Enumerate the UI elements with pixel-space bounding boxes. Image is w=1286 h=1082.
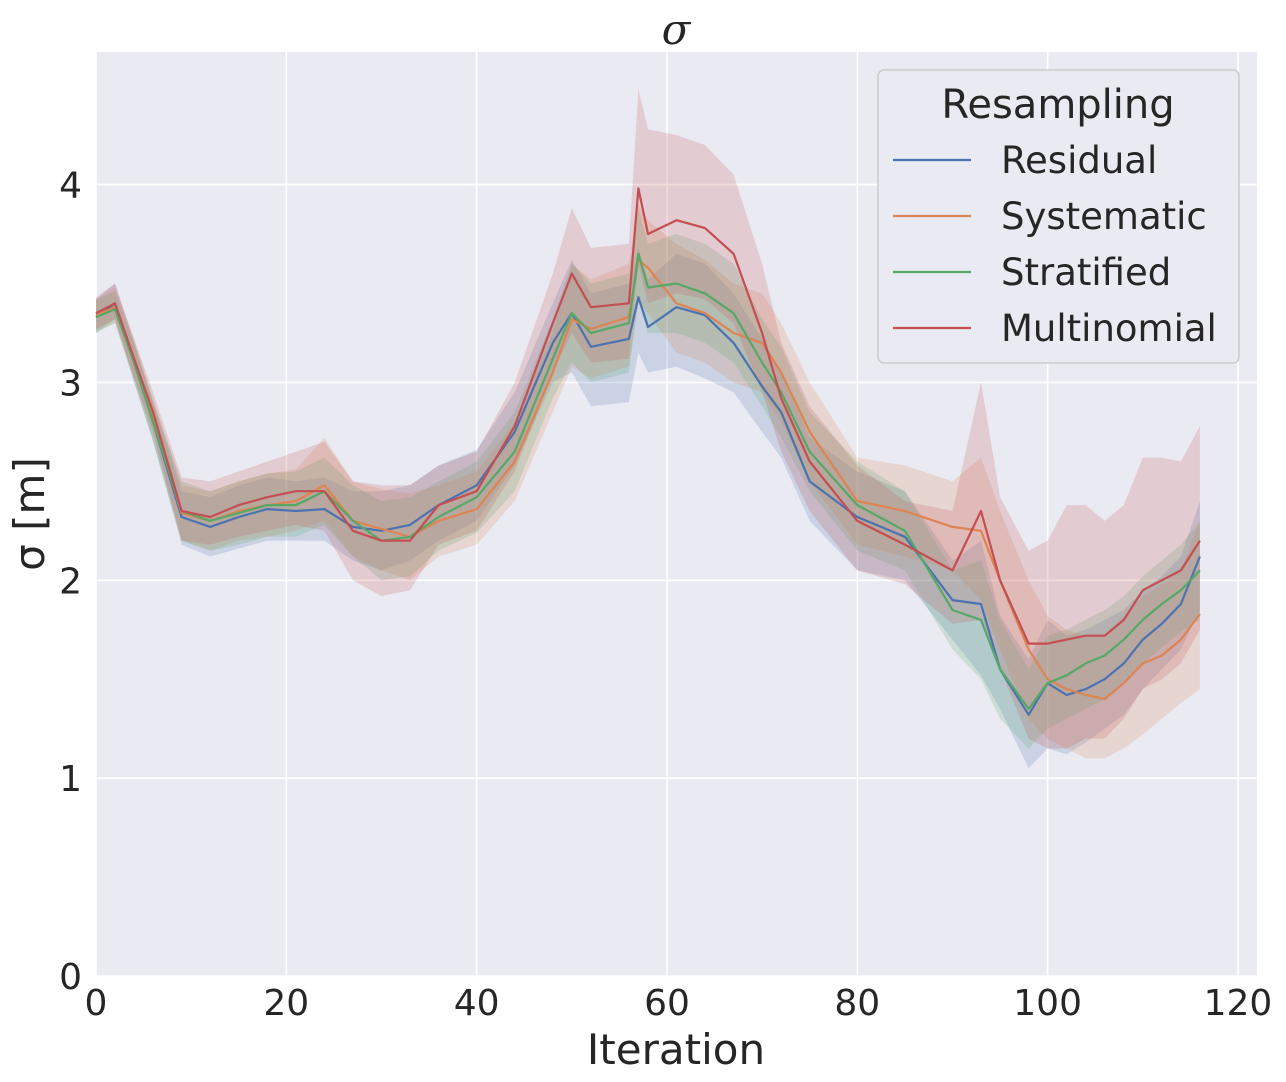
x-axis-label: Iteration [587,1025,765,1074]
band-stratified [96,208,1200,749]
band-systematic [96,204,1200,759]
x-tick-label: 80 [834,983,880,1024]
band-residual [96,247,1200,769]
y-tick-label: 1 [59,759,82,800]
legend: Resampling Residual Systematic Stratified M… [877,69,1240,364]
line-stratified [95,252,1201,711]
legend-title: Resampling [941,82,1174,128]
x-tick-label: 40 [454,983,500,1024]
y-axis-label: σ [m] [5,457,54,571]
x-tick-label: 120 [1204,983,1273,1024]
series-lines [95,187,1201,716]
x-tick-label: 100 [1013,983,1082,1024]
band-multinomial [96,89,1200,749]
legend-box [877,69,1240,364]
confidence-bands [96,89,1200,769]
line-residual [95,296,1201,716]
legend-entries: Residual Systematic Stratified Multinomial [893,139,1217,350]
x-tick-label: 0 [85,983,108,1024]
x-tick-label: 60 [644,983,690,1024]
line-multinomial [95,187,1201,645]
legend-label-residual: Residual [1001,139,1157,182]
y-tick-label: 0 [59,957,82,998]
tick-labels: 0 20 40 60 80 100 120 0 1 2 3 4 [59,166,1272,1024]
legend-label-stratified: Stratified [1001,251,1171,294]
chart-title: σ [662,5,692,54]
legend-label-systematic: Systematic [1001,195,1207,238]
y-tick-label: 2 [59,561,82,602]
y-tick-label: 4 [59,166,82,207]
grid [95,52,1257,977]
x-tick-label: 20 [263,983,309,1024]
y-tick-label: 3 [59,363,82,404]
legend-label-multinomial: Multinomial [1001,307,1217,350]
